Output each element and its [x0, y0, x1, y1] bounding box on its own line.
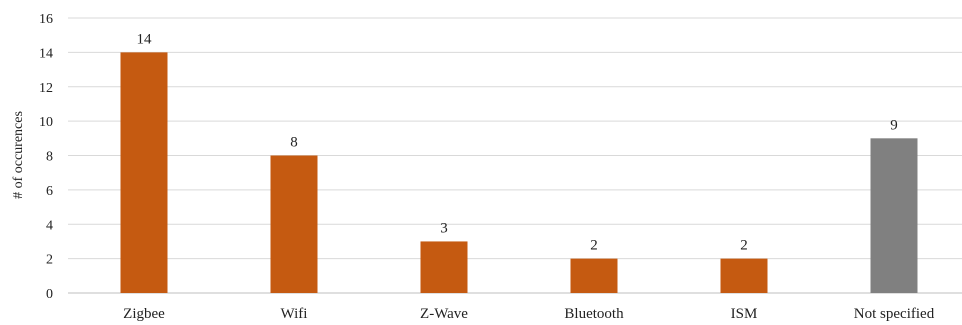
- data-label: 2: [590, 238, 598, 254]
- gridlines: [68, 17, 962, 294]
- y-tick-label: 16: [39, 12, 53, 27]
- x-tick-label: ISM: [731, 306, 758, 322]
- x-tick-label: Bluetooth: [564, 306, 624, 322]
- y-tick-label: 14: [39, 46, 53, 61]
- y-tick-label: 2: [46, 253, 53, 268]
- x-tick-label: Wifi: [281, 306, 308, 322]
- bar-not-specified: [870, 138, 918, 293]
- x-tick-label: Zigbee: [123, 306, 165, 322]
- y-tick-label: 8: [46, 150, 53, 165]
- data-label: 9: [890, 117, 898, 133]
- bar-ism: [720, 258, 768, 293]
- bar-zigbee: [120, 52, 168, 293]
- x-tick-label: Z-Wave: [420, 306, 468, 322]
- bar-wifi: [270, 155, 318, 293]
- bar-bluetooth: [570, 258, 618, 293]
- data-labels: 14 8 3 2 2 9: [137, 31, 898, 253]
- bars: [120, 52, 918, 293]
- y-axis-ticks: 0 2 4 6 8 10 12 14 16: [39, 12, 53, 302]
- data-label: 14: [137, 31, 153, 47]
- y-tick-label: 6: [46, 184, 53, 199]
- x-axis-labels: Zigbee Wifi Z-Wave Bluetooth ISM Not specifie…: [123, 306, 935, 322]
- y-tick-label: 12: [39, 81, 53, 96]
- y-tick-label: 10: [39, 115, 53, 130]
- x-tick-label: Not specified: [854, 306, 935, 322]
- data-label: 2: [740, 238, 748, 254]
- data-label: 8: [290, 135, 298, 151]
- y-axis-title: # of occurences: [11, 111, 26, 199]
- y-tick-label: 4: [46, 218, 53, 233]
- data-label: 3: [440, 220, 448, 236]
- y-tick-label: 0: [46, 287, 53, 302]
- bar-z-wave: [420, 241, 468, 293]
